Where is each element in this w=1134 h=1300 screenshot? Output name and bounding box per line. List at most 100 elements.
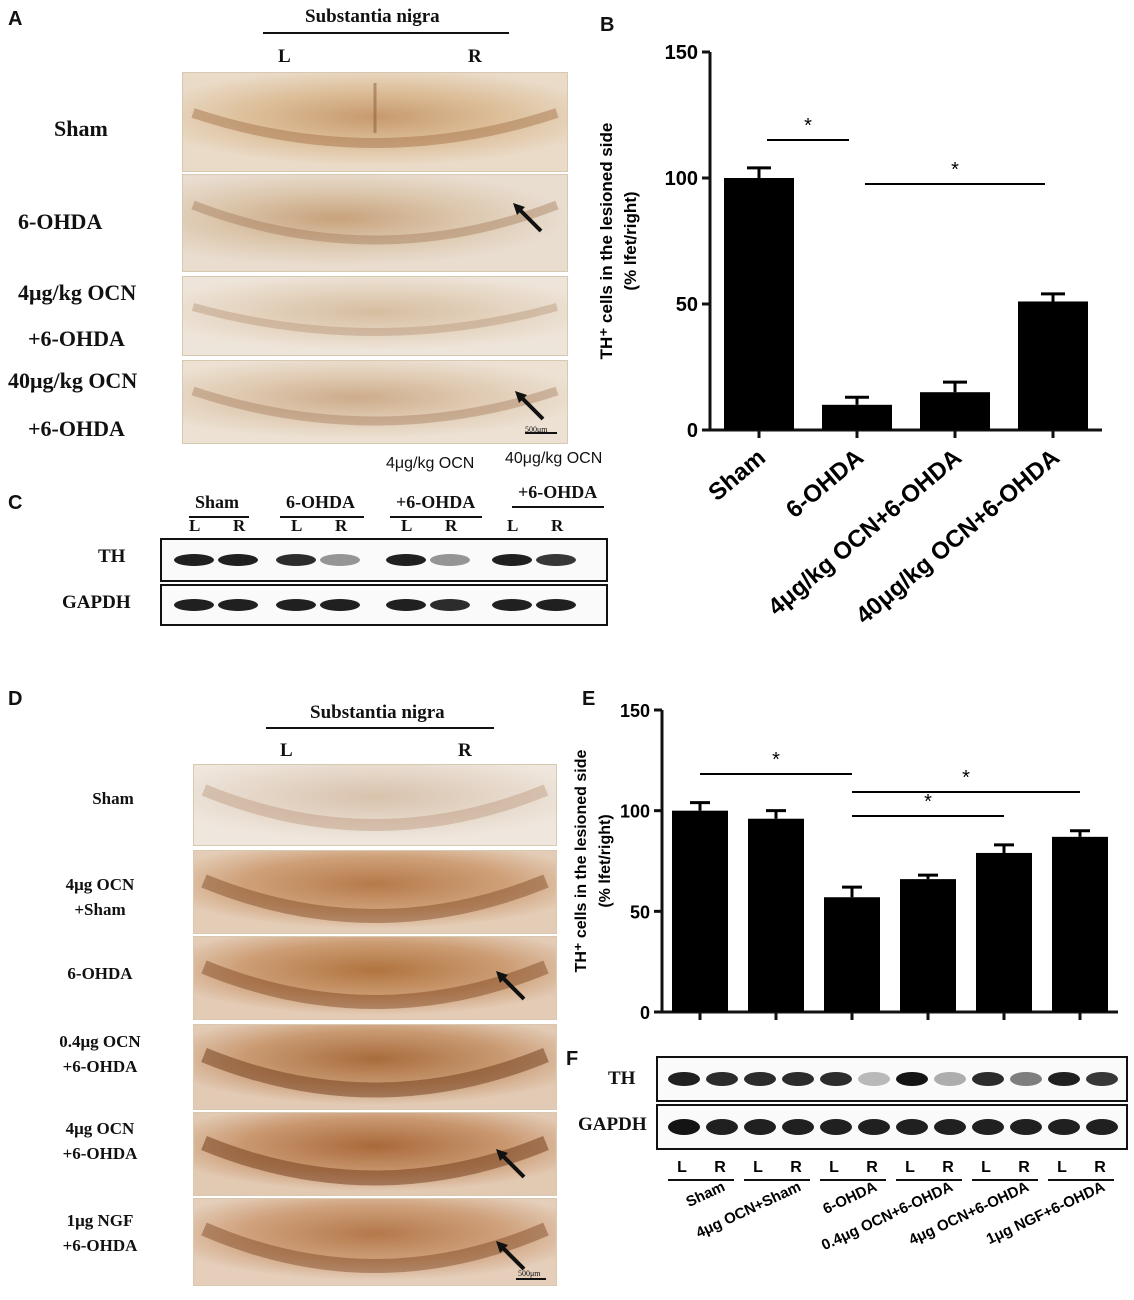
panel-a-row-40ocn: 40μg/kg OCN [8, 368, 138, 393]
panel-d-row-4-line1: 0.4μg OCN [59, 1032, 141, 1051]
panel-f-lane-label: R [790, 1159, 802, 1176]
blot-band [386, 599, 426, 611]
panel-a-row-40ocn-6ohda: +6-OHDA [28, 416, 125, 441]
blot-band [1010, 1119, 1042, 1135]
panel-d-tissue-1 [193, 764, 557, 846]
panel-c-gapdh-label: GAPDH [62, 592, 131, 613]
panel-f-lane-label: R [1094, 1159, 1106, 1176]
significance-star: * [951, 159, 959, 181]
tissue-image [201, 1136, 549, 1186]
blot-c-gapdh [160, 584, 608, 626]
blot-band [320, 554, 360, 566]
panel-label-a: A [8, 8, 23, 30]
panel-d-tissue-4 [193, 1024, 557, 1110]
bar-5 [1052, 836, 1108, 1012]
blot-c-th-image [174, 554, 576, 566]
blot-f-gapdh [656, 1104, 1128, 1150]
panel-d-row-5: 4μg OCN +6-OHDA [25, 1116, 175, 1166]
panel-a-tissue-6ohda [182, 174, 568, 272]
significance-star: * [924, 791, 932, 813]
y-tick-label: 0 [640, 1003, 650, 1023]
tissue-image [201, 1048, 549, 1098]
significance-star: * [962, 767, 970, 789]
panel-c-lane-label: R [335, 516, 348, 535]
x-category-label: Sham [703, 444, 770, 507]
x-category-label: 6-OHDA [781, 444, 869, 524]
panel-c-th-label: TH [98, 546, 126, 567]
chart-b: 0 50 100 150 TH⁺ cells in the lesioned side (… [597, 42, 1102, 630]
blot-band [858, 1072, 890, 1086]
blot-band [972, 1119, 1004, 1135]
panel-d-row-2-line2: +Sham [74, 900, 126, 919]
panel-c-group-rule [189, 516, 249, 518]
panel-c-lane-label: R [551, 516, 564, 535]
y-tick-label: 50 [630, 902, 650, 922]
panel-a-left-label: L [278, 46, 291, 67]
panel-d-row-2: 4μg OCN +Sham [25, 872, 175, 922]
panel-a-row-sham: Sham [54, 116, 108, 141]
tissue-image [191, 200, 559, 245]
y-axis-label-units: (% lfet/right) [621, 191, 640, 290]
y-tick-label: 0 [687, 420, 698, 442]
panel-f-lane-label: R [942, 1159, 954, 1176]
blot-band [1048, 1119, 1080, 1135]
bar-4 [976, 852, 1032, 1012]
tissue-image [191, 303, 559, 336]
bar-2 [824, 897, 880, 1012]
panel-c-lane-label: L [507, 516, 519, 535]
panel-a-row-4ocn-6ohda: +6-OHDA [28, 326, 125, 351]
panel-d-tissue-3 [193, 936, 557, 1020]
blot-band [668, 1072, 700, 1086]
panel-c-group-rule [390, 516, 482, 518]
blot-band [706, 1119, 738, 1135]
panel-c-group-label: +6-OHDA [518, 482, 598, 502]
panel-d-right-label: R [458, 740, 472, 761]
panel-d-row-4: 0.4μg OCN +6-OHDA [25, 1029, 175, 1079]
blot-band [934, 1072, 966, 1086]
blot-band [276, 599, 316, 611]
panel-f-th-label: TH [608, 1068, 636, 1089]
panel-d-row-3-line1: 6-OHDA [67, 964, 133, 983]
tissue-image [191, 386, 559, 434]
panel-d-row-2-line1: 4μg OCN [65, 875, 135, 894]
blot-band [820, 1119, 852, 1135]
y-tick-label: 100 [665, 168, 698, 190]
panel-c-group-label: Sham [195, 492, 240, 512]
panel-a-right-label: R [468, 46, 482, 67]
panel-d-row-5-line2: +6-OHDA [62, 1144, 138, 1163]
blot-band [430, 554, 470, 566]
blot-band [218, 599, 258, 611]
chart-e: 0 50 100 150 TH⁺ cells in the lesioned side (… [573, 701, 1118, 1023]
blot-band [1086, 1119, 1118, 1135]
panel-c-lane-label: L [189, 516, 201, 535]
blot-f-gapdh-image [668, 1119, 1118, 1135]
panel-f-group-label: 6-OHDA [820, 1178, 879, 1218]
panel-d-header-rule [266, 727, 494, 729]
blot-band [896, 1119, 928, 1135]
bar-0 [724, 178, 794, 430]
panel-f-group-label: 0.4μg OCN+6-OHDA [819, 1178, 956, 1254]
panel-f-lane-label: R [866, 1159, 878, 1176]
y-axis-label-units: (% lfet/right) [597, 814, 614, 907]
panel-d-tissue-2 [193, 850, 557, 934]
blot-c-th [160, 538, 608, 582]
panel-f-lane-label: R [714, 1159, 726, 1176]
panel-d-row-6-line2: +6-OHDA [62, 1236, 138, 1255]
blot-band [782, 1119, 814, 1135]
panel-d-row-1: Sham [38, 786, 188, 811]
blot-band [972, 1072, 1004, 1086]
tissue-image [201, 874, 549, 923]
panel-f-group-label: Sham [683, 1178, 727, 1211]
blot-band [276, 554, 316, 566]
panel-d-tissue-5 [193, 1112, 557, 1196]
bar-3 [1018, 301, 1088, 430]
panel-label-c: C [8, 492, 23, 514]
tissue-image [201, 784, 549, 831]
blot-band [1048, 1072, 1080, 1086]
blot-band [174, 554, 214, 566]
blot-c-gapdh-image [174, 599, 576, 611]
panel-a-tissue-4ocn [182, 276, 568, 356]
blot-band [492, 554, 532, 566]
blot-band [536, 599, 576, 611]
